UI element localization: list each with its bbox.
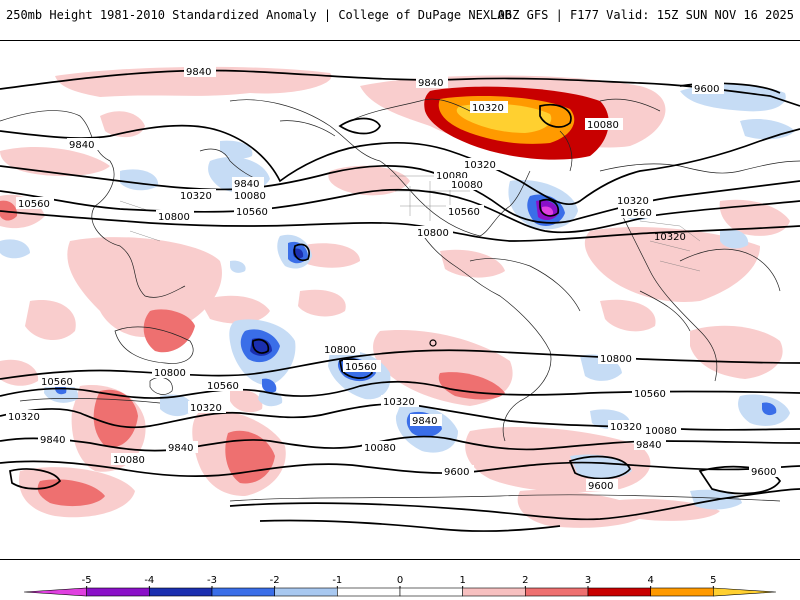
color-scale-tick-label: 0 [397, 575, 403, 586]
contour-label: 9600 [694, 84, 719, 95]
contour-label: 9600 [751, 467, 776, 478]
contour-label: 10080 [451, 180, 483, 191]
contour-label: 10800 [154, 368, 186, 379]
color-scale-band [713, 587, 777, 597]
contour-label: 10560 [41, 377, 73, 388]
contour-label: 9840 [40, 435, 65, 446]
color-scale-band [86, 587, 150, 597]
contour-label: 10080 [234, 191, 266, 202]
contour-label: 10800 [158, 212, 190, 223]
contour-label: 9840 [186, 67, 211, 78]
color-scale-tick-label: 4 [647, 575, 653, 586]
color-scale-band [23, 587, 87, 597]
color-scale-tick-label: 5 [710, 575, 716, 586]
color-scale-ticks: -5 -4 -3 -2 -1 0 1 2 3 4 5 [82, 575, 717, 588]
color-scale-band [211, 587, 275, 597]
header: 250mb Height 1981-2010 Standardized Anom… [0, 0, 800, 40]
contour-label: 10080 [587, 120, 619, 131]
contour-label: 9600 [444, 467, 469, 478]
color-scale-tick-label: 1 [459, 575, 465, 586]
contour-label: 10080 [645, 426, 677, 437]
contour-label: 9600 [588, 481, 613, 492]
contour-label: 10320 [8, 412, 40, 423]
small-contour-ring [429, 339, 437, 347]
contour-label: 10320 [654, 232, 686, 243]
contour-label: 9840 [234, 179, 259, 190]
negative-anomaly-strong [55, 194, 777, 438]
contour-label: 10560 [620, 208, 652, 219]
contour-label: 9840 [412, 416, 437, 427]
contour-label: 9840 [69, 140, 94, 151]
contour-label: 10800 [600, 354, 632, 365]
color-scale-band [399, 587, 463, 597]
contour-label: 10320 [190, 403, 222, 414]
color-scale-tick-label: 2 [522, 575, 528, 586]
color-scale-tick-label: 3 [585, 575, 591, 586]
contour-label: 10560 [18, 199, 50, 210]
model-run-info: 06Z GFS | F177 Valid: 15Z SUN NOV 16 202… [497, 8, 794, 22]
coastlines [0, 98, 800, 502]
contour-label: 10320 [464, 160, 496, 171]
contour-label: 10320 [617, 196, 649, 207]
color-scale-tick-label: -3 [207, 575, 217, 586]
contour-label: 10320 [180, 191, 212, 202]
color-scale-band [462, 587, 526, 597]
color-scale-band [650, 587, 714, 597]
anomaly-map: 9840 9840 9600 9840 10320 10080 10320 10… [0, 41, 800, 559]
contour-label: 10800 [417, 228, 449, 239]
contour-label: 10080 [364, 443, 396, 454]
contour-label: 10080 [436, 171, 468, 182]
contour-label: 9840 [636, 440, 661, 451]
color-scale-band [587, 587, 651, 597]
contour-label: 10560 [634, 389, 666, 400]
contour-label: 10560 [448, 207, 480, 218]
contour-label: 10320 [472, 103, 504, 114]
color-scale-legend: -5 -4 -3 -2 -1 0 1 2 3 4 5 [0, 560, 800, 600]
color-scale-band [149, 587, 213, 597]
color-scale: -5 -4 -3 -2 -1 0 1 2 3 4 5 [23, 575, 777, 597]
contour-label: 9840 [168, 443, 193, 454]
color-scale-band [525, 587, 589, 597]
contour-label: 10080 [113, 455, 145, 466]
color-scale-band [274, 587, 338, 597]
color-scale-tick-label: -4 [144, 575, 154, 586]
height-contours [0, 69, 800, 532]
color-scale-tick-label: -5 [82, 575, 92, 586]
map-panel: 9840 9840 9600 9840 10320 10080 10320 10… [0, 40, 800, 560]
color-scale-tick-label: -1 [332, 575, 342, 586]
contour-label: 10320 [610, 422, 642, 433]
contour-label: 10560 [236, 207, 268, 218]
contour-label: 10560 [345, 362, 377, 373]
map-title: 250mb Height 1981-2010 Standardized Anom… [6, 8, 512, 22]
contour-labels: 9840 9840 9600 9840 10320 10080 10320 10… [6, 65, 781, 492]
contour-label: 10560 [207, 381, 239, 392]
color-scale-bands [23, 587, 777, 597]
contour-label: 10320 [383, 397, 415, 408]
color-scale-tick-label: -2 [270, 575, 280, 586]
color-scale-band [337, 587, 401, 597]
contour-label: 10800 [324, 345, 356, 356]
contour-label: 9840 [418, 78, 443, 89]
